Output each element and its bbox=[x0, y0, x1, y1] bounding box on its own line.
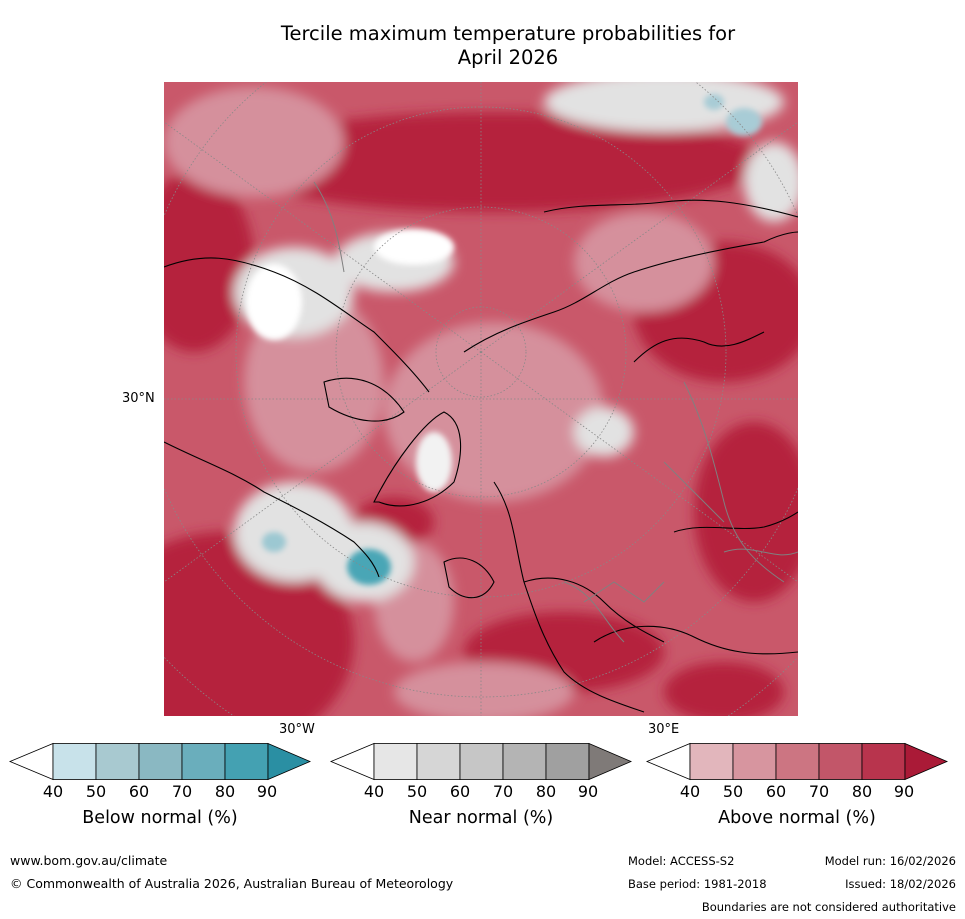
colorbar-swatch bbox=[775, 743, 820, 780]
colorbar-swatch bbox=[138, 743, 183, 780]
colorbar-near-normal-ticks: 40 50 60 70 80 90 bbox=[331, 782, 631, 802]
footer-model-run: Model run: 16/02/2026 bbox=[824, 854, 956, 868]
tick: 80 bbox=[214, 782, 236, 801]
colorbar-above-normal-ticks: 40 50 60 70 80 90 bbox=[647, 782, 947, 802]
tick: 70 bbox=[492, 782, 514, 801]
colorbar-swatch bbox=[861, 743, 906, 780]
colorbar-swatch bbox=[373, 743, 418, 780]
footer-model: Model: ACCESS-S2 bbox=[628, 854, 735, 868]
colorbar-under-triangle bbox=[645, 742, 691, 781]
colorbar-below-normal-ticks: 40 50 60 70 80 90 bbox=[10, 782, 310, 802]
tick: 60 bbox=[449, 782, 471, 801]
probability-field bbox=[164, 82, 798, 716]
map-title: Tercile maximum temperature probabilitie… bbox=[258, 22, 758, 70]
country-borders bbox=[313, 181, 798, 643]
tick: 40 bbox=[42, 782, 64, 801]
below-normal-patches bbox=[246, 94, 762, 585]
footer-base-period: Base period: 1981-2018 bbox=[628, 877, 767, 891]
footer-issued: Issued: 18/02/2026 bbox=[845, 877, 956, 891]
tick: 60 bbox=[128, 782, 150, 801]
tick: 70 bbox=[171, 782, 193, 801]
colorbar-swatch bbox=[732, 743, 777, 780]
title-line-1: Tercile maximum temperature probabilitie… bbox=[280, 22, 736, 45]
colorbar-below-normal-swatches bbox=[8, 742, 312, 781]
tick: 90 bbox=[256, 782, 278, 801]
longitude-label-30e: 30°E bbox=[648, 722, 680, 737]
map-canvas bbox=[164, 82, 798, 716]
coastlines bbox=[164, 199, 798, 713]
tick: 40 bbox=[679, 782, 701, 801]
colorbar-above-normal-swatches bbox=[645, 742, 949, 781]
tick: 70 bbox=[808, 782, 830, 801]
colorbar-swatch bbox=[502, 743, 547, 780]
colorbar-near-normal-label: Near normal (%) bbox=[408, 808, 554, 828]
colorbar-swatch bbox=[818, 743, 863, 780]
colorbar-near-normal bbox=[329, 742, 633, 781]
colorbar-swatch bbox=[181, 743, 226, 780]
colorbar-near-normal-swatches bbox=[329, 742, 633, 781]
colorbar-above-normal-label: Above normal (%) bbox=[718, 808, 876, 828]
footer-disclaimer: Boundaries are not considered authoritat… bbox=[701, 900, 956, 914]
colorbar-swatch bbox=[545, 743, 590, 780]
colorbar-below-normal-label: Below normal (%) bbox=[82, 808, 238, 828]
colorbar-over-triangle bbox=[588, 742, 633, 781]
footer-url[interactable]: www.bom.gov.au/climate bbox=[10, 853, 168, 868]
colorbar-swatch bbox=[224, 743, 269, 780]
colorbar-swatch bbox=[95, 743, 140, 780]
colorbar-over-triangle bbox=[904, 742, 949, 781]
colorbar-over-triangle bbox=[267, 742, 312, 781]
colorbar-swatch bbox=[52, 743, 97, 780]
tick: 50 bbox=[406, 782, 428, 801]
tick: 80 bbox=[535, 782, 557, 801]
colorbar-swatch bbox=[416, 743, 461, 780]
colorbar-swatch bbox=[459, 743, 504, 780]
colorbar-swatch bbox=[689, 743, 734, 780]
footer-copyright: © Commonwealth of Australia 2026, Austra… bbox=[10, 876, 454, 891]
tick: 90 bbox=[893, 782, 915, 801]
title-line-2: April 2026 bbox=[457, 46, 559, 69]
colorbar-above-normal bbox=[645, 742, 949, 781]
tick: 80 bbox=[851, 782, 873, 801]
latitude-label-30n: 30°N bbox=[122, 391, 155, 406]
tick: 40 bbox=[363, 782, 385, 801]
tick: 90 bbox=[577, 782, 599, 801]
probability-map[interactable] bbox=[164, 82, 798, 716]
tick: 60 bbox=[765, 782, 787, 801]
colorbar-under-triangle bbox=[8, 742, 54, 781]
graticule bbox=[164, 82, 798, 716]
colorbar-below-normal bbox=[8, 742, 312, 781]
longitude-label-30w: 30°W bbox=[279, 722, 315, 737]
tick: 50 bbox=[722, 782, 744, 801]
colorbar-under-triangle bbox=[329, 742, 375, 781]
tick: 50 bbox=[85, 782, 107, 801]
